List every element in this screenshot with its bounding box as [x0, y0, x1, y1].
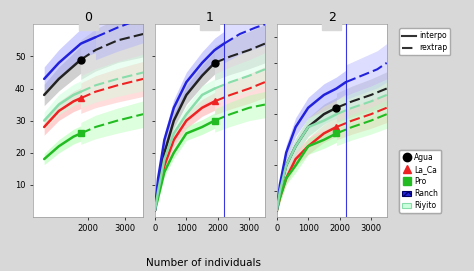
Legend: Agua, La_Ca, Pro, Ranch, Riyito: Agua, La_Ca, Pro, Ranch, Riyito: [399, 150, 441, 213]
Title: 2: 2: [328, 11, 336, 24]
Title: 1: 1: [206, 11, 214, 24]
Text: Number of individuals: Number of individuals: [146, 257, 261, 267]
Title: 0: 0: [84, 11, 92, 24]
